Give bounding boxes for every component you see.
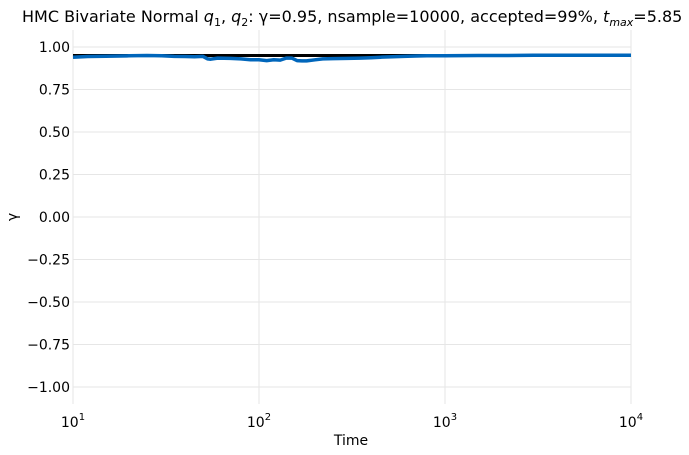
title-q1: q xyxy=(204,7,214,26)
title-tmax-sub: max xyxy=(609,16,633,29)
y-axis-label: γ xyxy=(5,213,21,221)
y-tick-label: −0.25 xyxy=(27,253,70,269)
x-tick-label: 101 xyxy=(61,412,85,431)
x-tick-labels: 101 102 103 104 xyxy=(61,412,643,431)
grid xyxy=(72,30,632,404)
series-layer xyxy=(72,53,631,63)
y-tick-label: 0.25 xyxy=(39,168,70,184)
title-q1-sub: 1 xyxy=(214,16,221,29)
y-tick-label: −0.75 xyxy=(27,338,70,354)
chart-title: HMC Bivariate Normal q1, q2: γ=0.95, nsa… xyxy=(22,7,682,29)
y-tick-label: −0.50 xyxy=(27,295,70,311)
x-axis-label: Time xyxy=(333,433,368,449)
title-q2-sub: 2 xyxy=(241,16,248,29)
x-tick-label: 102 xyxy=(247,412,271,431)
y-tick-label: 0.00 xyxy=(39,210,70,226)
title-tmax-value: =5.85 xyxy=(633,7,682,26)
y-tick-label: 1.00 xyxy=(39,40,70,56)
title-sep: , xyxy=(221,7,231,26)
series-line-estimate xyxy=(72,53,631,63)
y-tick-label: 0.50 xyxy=(39,125,70,141)
title-lead: HMC Bivariate Normal xyxy=(22,7,204,26)
x-tick-label: 104 xyxy=(619,412,643,431)
x-tick-label: 103 xyxy=(433,412,457,431)
y-tick-label: −1.00 xyxy=(27,380,70,396)
y-tick-label: 0.75 xyxy=(39,83,70,99)
y-tick-labels: 1.00 0.75 0.50 0.25 0.00 −0.25 −0.50 −0.75 −1.00 xyxy=(27,40,70,396)
title-tmax: t xyxy=(603,7,610,26)
title-rest: : γ=0.95, nsample=10000, accepted=99%, xyxy=(248,7,603,26)
title-q2: q xyxy=(231,7,241,26)
